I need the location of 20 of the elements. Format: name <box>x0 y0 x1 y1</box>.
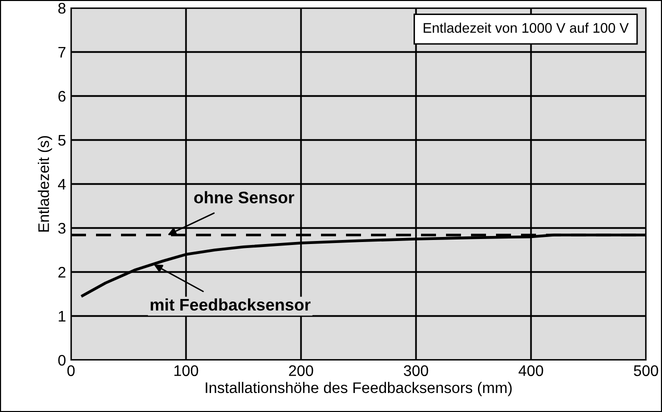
y-tick-label: 1 <box>58 311 66 322</box>
x-axis-title: Installationshöhe des Feedbacksensors (mm) <box>206 382 512 396</box>
y-tick-label: 4 <box>58 179 66 190</box>
x-tick-label: 100 <box>174 365 198 376</box>
y-tick-label: 3 <box>58 222 66 234</box>
x-tick-label: 200 <box>289 365 314 376</box>
x-tick-label: 500 <box>634 365 658 376</box>
x-tick-label: 0 <box>67 365 75 376</box>
annotation: mit Feedbacksensor <box>150 298 311 311</box>
annotation: ohne Sensor <box>194 191 294 204</box>
y-tick-label: 6 <box>58 90 66 102</box>
y-tick-label: 7 <box>58 47 66 58</box>
y-tick-label: 8 <box>58 2 66 14</box>
y-tick-label: 0 <box>58 354 66 366</box>
x-tick-label: 300 <box>404 365 428 376</box>
x-tick-label: 400 <box>518 365 544 376</box>
y-tick-label: 2 <box>58 266 66 278</box>
y-tick-label: 5 <box>58 135 66 146</box>
y-axis-title: Entladezeit (s) <box>38 136 52 232</box>
annotation: Entladezeit von 1000 V auf 100 V <box>424 22 629 33</box>
